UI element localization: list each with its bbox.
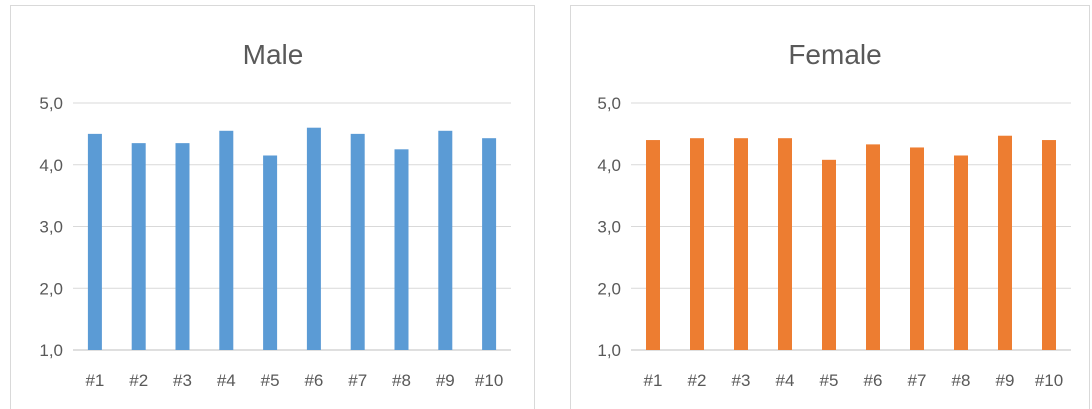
y-tick-label: 4,0 [597,156,621,175]
x-tick-label: #8 [392,371,411,390]
x-tick-label: #4 [776,371,795,390]
y-tick-label: 2,0 [39,279,63,298]
female-bar [910,147,924,350]
x-tick-label: #9 [436,371,455,390]
y-tick-label: 2,0 [597,279,621,298]
y-tick-label: 3,0 [39,218,63,237]
female-bar [954,155,968,350]
x-tick-label: #1 [85,371,104,390]
x-tick-label: #6 [864,371,883,390]
x-tick-label: #4 [217,371,236,390]
male-bar [350,133,365,350]
male-chart: Male 1,0 2,0 3,0 4,0 5,0 #1 #2 #3 #4 #5 #6 #7 #8 #9 #1… [39,39,511,390]
female-chart-panel: Female 1,0 2,0 3,0 4,0 5,0 #1 #2 #3 #4 #5 #6 #7 #8 #9… [570,5,1090,409]
y-tick-label: 1,0 [597,341,621,360]
male-bar [175,143,190,350]
x-tick-label: #7 [908,371,927,390]
male-bar [219,130,234,350]
x-tick-label: #8 [952,371,971,390]
female-bar [690,138,704,350]
female-chart: Female 1,0 2,0 3,0 4,0 5,0 #1 #2 #3 #4 #5 #6 #7 #8 #9… [597,39,1071,390]
y-tick-label: 4,0 [39,156,63,175]
male-bar [438,130,453,350]
x-tick-label: #3 [732,371,751,390]
x-tick-label: #2 [688,371,707,390]
female-bar [734,138,748,350]
female-bar [998,135,1012,350]
female-bar [778,138,792,350]
male-bar [131,143,146,350]
x-tick-label: #1 [644,371,663,390]
male-bar [394,149,409,350]
female-bar [822,159,836,350]
chart-title-female: Female [788,39,881,70]
x-tick-label: #5 [261,371,280,390]
x-tick-label: #7 [348,371,367,390]
y-tick-label: 3,0 [597,218,621,237]
x-tick-label: #6 [304,371,323,390]
x-tick-label: #3 [173,371,192,390]
x-tick-label: #9 [996,371,1015,390]
x-tick-label: #2 [129,371,148,390]
x-tick-label: #10 [475,371,503,390]
male-chart-panel: Male 1,0 2,0 3,0 4,0 5,0 #1 #2 #3 #4 #5 #6 #7 #8 #9 #1… [10,5,535,409]
female-bar [866,144,880,350]
female-bar [646,140,660,350]
chart-title-male: Male [243,39,304,70]
y-tick-label: 5,0 [597,94,621,113]
male-bar [482,138,497,350]
male-bar [87,133,102,350]
male-bar [306,127,321,350]
x-tick-label: #5 [820,371,839,390]
female-bar [1042,140,1056,350]
x-tick-label: #10 [1035,371,1063,390]
y-tick-label: 5,0 [39,94,63,113]
male-bar [263,155,278,350]
y-tick-label: 1,0 [39,341,63,360]
